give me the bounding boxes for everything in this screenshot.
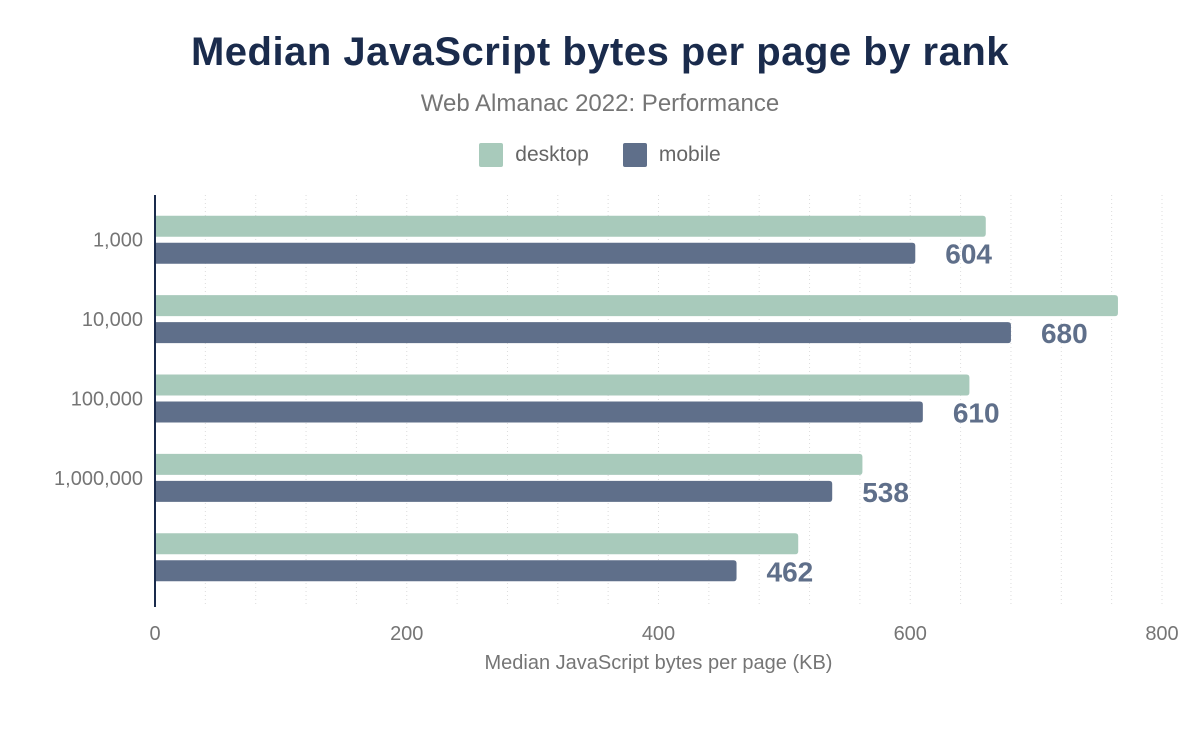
bar-mobile xyxy=(155,480,833,502)
x-tick-label: 600 xyxy=(894,623,927,645)
data-label: 538 xyxy=(862,477,909,508)
bar-mobile xyxy=(155,401,923,423)
x-tick-label: 200 xyxy=(390,623,423,645)
legend-swatch-mobile xyxy=(622,143,647,167)
x-tick-label: 400 xyxy=(642,623,675,645)
y-tick-label: 100,000 xyxy=(71,389,143,411)
data-label: 604 xyxy=(945,239,992,270)
data-label: 462 xyxy=(767,556,814,587)
x-tick-label: 0 xyxy=(149,623,160,645)
data-label: 680 xyxy=(1041,318,1088,349)
chart-title: Median JavaScript bytes per page by rank xyxy=(190,30,1010,74)
x-axis-label: Median JavaScript bytes per page (KB) xyxy=(484,652,833,674)
legend-item-mobile[interactable]: mobile xyxy=(622,143,721,167)
bar-mobile xyxy=(155,560,737,582)
bar-desktop xyxy=(155,295,1118,317)
x-tick-label: 800 xyxy=(1145,623,1178,645)
legend-label-desktop: desktop xyxy=(515,143,589,166)
bar-desktop xyxy=(155,374,970,396)
y-tick-label: 1,000 xyxy=(93,230,143,252)
bar-desktop xyxy=(155,533,799,555)
legend: desktop mobile xyxy=(0,143,1200,167)
data-label: 610 xyxy=(953,398,1000,429)
y-tick-label: 1,000,000 xyxy=(54,468,143,490)
bar-desktop xyxy=(155,453,863,475)
chart-subtitle: Web Almanac 2022: Performance xyxy=(420,90,780,117)
y-tick-label: 10,000 xyxy=(82,309,143,331)
legend-label-mobile: mobile xyxy=(658,143,721,166)
bar-desktop xyxy=(155,215,986,237)
legend-item-desktop[interactable]: desktop xyxy=(479,143,589,167)
bar-mobile xyxy=(155,322,1011,344)
bar-mobile xyxy=(155,242,916,264)
legend-swatch-desktop xyxy=(479,143,504,167)
